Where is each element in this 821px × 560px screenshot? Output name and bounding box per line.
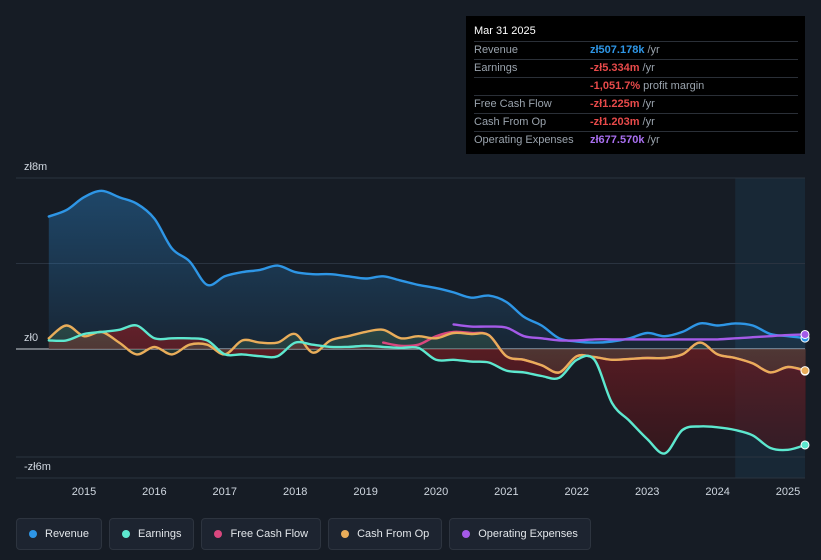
tooltip-unit: /yr xyxy=(642,62,655,74)
line-layer xyxy=(47,189,807,455)
tooltip-label: Free Cash Flow xyxy=(474,98,552,110)
x-tick-label: 2024 xyxy=(705,486,729,498)
cash-from-op-end-dot xyxy=(800,366,810,376)
y-tick-label: zł8m xyxy=(24,161,47,173)
tooltip-row: -1,051.7% profit margin xyxy=(474,77,798,95)
tooltip-unit: /yr xyxy=(647,44,660,56)
operating-expenses-end-dot xyxy=(800,329,810,339)
legend-dot-icon xyxy=(341,530,350,538)
tooltip-unit: /yr xyxy=(642,98,655,110)
revenue-area xyxy=(48,190,806,349)
tooltip-value: zł677.570k xyxy=(590,134,645,146)
legend-item-revenue[interactable]: Revenue xyxy=(16,518,103,550)
x-tick-label: 2020 xyxy=(424,486,448,498)
legend-dot-icon xyxy=(29,530,37,538)
x-tick-label: 2021 xyxy=(494,486,518,498)
x-tick-label: 2019 xyxy=(353,486,377,498)
tooltip-rows: Revenue zł507.178k/yr Earnings -zł5.334m/yr… xyxy=(474,41,798,149)
tooltip-label: Revenue xyxy=(474,44,519,56)
chart-legend: Revenue Earnings Free Cash Flow Cash From O… xyxy=(16,518,591,550)
tooltip-row: Cash From Op -zł1.203m/yr xyxy=(474,113,798,131)
legend-dot-icon xyxy=(122,530,131,538)
legend-label: Free Cash Flow xyxy=(230,528,309,540)
legend-item-operating-expenses[interactable]: Operating Expenses xyxy=(449,518,591,550)
tooltip-label xyxy=(474,78,590,95)
legend-label: Operating Expenses xyxy=(478,528,578,540)
legend-item-cash-from-op[interactable]: Cash From Op xyxy=(328,518,443,550)
tooltip-row: Operating Expenses zł677.570k/yr xyxy=(474,131,798,149)
legend-dot-icon xyxy=(214,530,223,538)
area-layer xyxy=(48,190,806,454)
x-tick-label: 2023 xyxy=(635,486,659,498)
cash-from-op-area xyxy=(48,325,806,373)
tooltip-value: -zł1.225m xyxy=(590,98,640,110)
operating-expenses-line xyxy=(452,323,807,342)
x-tick-label: 2025 xyxy=(776,486,800,498)
tooltip-value: -1,051.7% xyxy=(590,80,641,92)
x-tick-label: 2016 xyxy=(142,486,166,498)
x-tick-label: 2018 xyxy=(283,486,307,498)
cash-from-op-line xyxy=(47,324,807,374)
tooltip-unit: profit margin xyxy=(643,80,705,92)
tooltip-label: Earnings xyxy=(474,62,518,74)
y-tick-label: zł0 xyxy=(24,332,38,344)
tooltip-value: -zł5.334m xyxy=(590,62,640,74)
legend-label: Earnings xyxy=(138,528,182,540)
tooltip-unit: /yr xyxy=(647,134,660,146)
tooltip-row: Revenue zł507.178k/yr xyxy=(474,41,798,59)
x-tick-label: 2015 xyxy=(72,486,96,498)
tooltip-value: -zł1.203m xyxy=(590,116,640,128)
x-axis-ticks: 2015 2016 2017 2018 2019 2020 2021 2022 2023 2024… xyxy=(72,486,800,498)
legend-item-free-cash-flow[interactable]: Free Cash Flow xyxy=(201,518,322,550)
y-tick-label: -zł6m xyxy=(24,461,51,473)
earnings-line xyxy=(47,324,807,455)
legend-dot-icon xyxy=(462,530,471,538)
tooltip-row: Earnings -zł5.334m/yr xyxy=(474,59,798,77)
end-dots xyxy=(800,329,810,450)
tooltip-label: Operating Expenses xyxy=(474,134,574,146)
x-tick-label: 2017 xyxy=(213,486,237,498)
earnings-end-dot xyxy=(800,440,810,450)
x-tick-label: 2022 xyxy=(565,486,589,498)
legend-item-earnings[interactable]: Earnings xyxy=(109,518,195,550)
tooltip-label: Cash From Op xyxy=(474,116,547,128)
y-axis-ticks: zł8m zł0 -zł6m xyxy=(24,161,51,473)
legend-label: Revenue xyxy=(45,528,90,540)
tooltip-unit: /yr xyxy=(642,116,655,128)
tooltip-date: Mar 31 2025 xyxy=(474,25,536,37)
tooltip-row: Free Cash Flow -zł1.225m/yr xyxy=(474,95,798,113)
legend-label: Cash From Op xyxy=(357,528,430,540)
revenue-line xyxy=(47,189,807,344)
data-tooltip: Mar 31 2025 Revenue zł507.178k/yr Earnings… xyxy=(466,16,805,154)
tooltip-value: zł507.178k xyxy=(590,44,645,56)
